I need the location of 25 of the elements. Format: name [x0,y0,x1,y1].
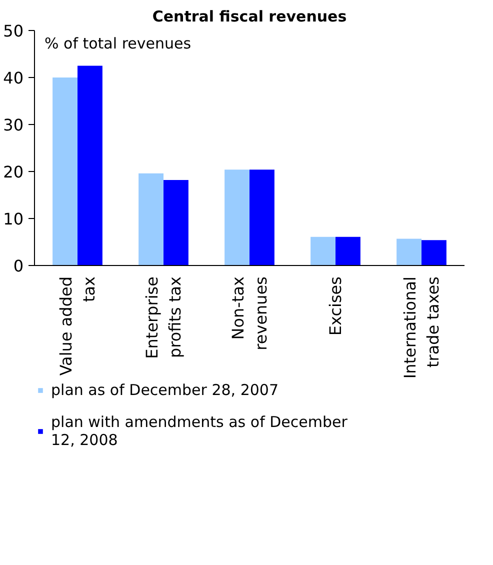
bar [310,236,336,266]
legend-label: plan as of December 28, 2007 [51,381,279,399]
x-tick-label: Excises [326,276,345,336]
x-tick-label: Non-tax revenues [228,276,270,350]
bar [78,66,102,266]
y-tick-label: 0 [13,256,24,276]
x-tick-label: Enterprise profits tax [142,276,184,359]
y-tick-label: 50 [3,22,24,40]
bar [164,180,188,266]
legend-label: plan with amendments as of December 12, 2008 [51,413,348,449]
annotation: % of total revenues [44,34,192,52]
bar [336,236,360,266]
chart-title: Central fiscal revenues [152,8,347,26]
bar [250,170,274,266]
x-tick-label: International trade taxes [400,276,442,379]
y-tick-label: 10 [3,210,24,228]
y-tick-label: 30 [3,116,24,134]
y-tick-label: 20 [3,162,24,182]
x-tick-label: Value added tax [56,276,98,376]
y-tick-label: 40 [3,68,24,88]
bar [138,173,164,266]
bar [396,238,422,266]
bar [224,170,250,266]
bar [422,240,446,266]
bar [52,78,78,266]
